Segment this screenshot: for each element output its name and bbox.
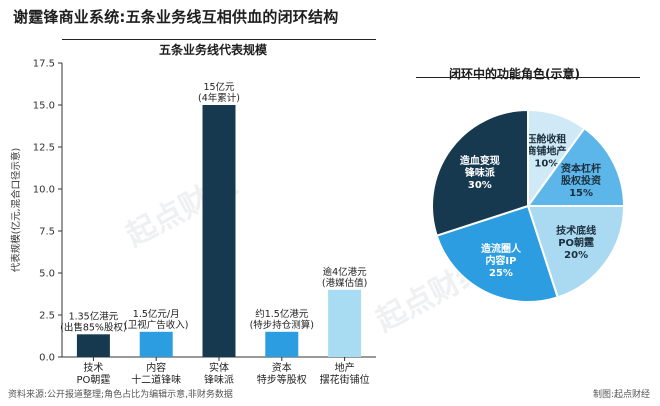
- bar: [76, 334, 110, 357]
- pie-slice-label: 压舱收租: [526, 132, 566, 145]
- pie-slice-percent: 15%: [569, 188, 593, 199]
- x-tick-label: PO朝霆: [76, 374, 110, 386]
- pie-slice-label: 锋味派: [465, 166, 496, 179]
- pie-slice-label: 造血变现: [460, 154, 500, 167]
- bar-chart-title: 五条业务线代表规模: [159, 43, 268, 57]
- y-tick-label: 0.0: [39, 353, 55, 364]
- pie-chart-title: 闭环中的功能角色(示意): [449, 67, 580, 81]
- pie-title-rule: [416, 77, 640, 78]
- x-tick-label: 地产: [335, 361, 355, 374]
- y-tick-label: 10.0: [33, 185, 55, 196]
- bar-title-rule: [62, 39, 376, 40]
- bar-annotation-note: (特步持仓测算): [250, 319, 314, 331]
- bar-annotation-note: (出售85%股权): [60, 321, 127, 333]
- x-tick-label: 锋味派: [204, 373, 234, 386]
- bar: [202, 105, 236, 357]
- bar-annotation-value: 逾4亿港元: [323, 266, 368, 278]
- bar-annotation-note: (卫视广告收入): [124, 319, 188, 331]
- bar-annotation-note: (港媒估值): [322, 277, 367, 289]
- y-tick-label: 12.5: [33, 143, 55, 154]
- pie-slice-label: 股权投资: [561, 174, 601, 187]
- bar: [328, 289, 362, 357]
- bar-annotation-value: 1.35亿港元: [69, 310, 119, 322]
- bar: [139, 331, 173, 357]
- pie-slice: [435, 204, 559, 303]
- x-tick-label: 技术: [83, 361, 103, 374]
- y-tick-label: 5.0: [39, 269, 55, 280]
- source-note: 资料来源:公开报道整理;角色占比为编辑示意,非财务数据: [8, 390, 233, 400]
- y-tick-label: 7.5: [39, 227, 55, 238]
- pie-slice-label: 内容IP: [485, 254, 516, 267]
- x-tick-label: 实体: [209, 361, 229, 374]
- x-tick-label: 资本: [272, 361, 292, 374]
- x-tick-label: 特步等股权: [257, 373, 307, 386]
- x-tick-label: 摆花街铺位: [320, 373, 370, 386]
- x-tick-label: 十二道锋味: [131, 373, 181, 386]
- y-axis-label: 代表规模(亿元,混合口径示意): [10, 148, 22, 272]
- y-tick-label: 15.0: [33, 101, 55, 112]
- pie-slice-percent: 25%: [489, 268, 513, 279]
- pie-slice-percent: 30%: [468, 180, 492, 191]
- pie-slice-label: PO朝霆: [558, 236, 594, 249]
- y-tick-label: 17.5: [33, 59, 55, 70]
- credit-note: 制图:起点财经: [592, 390, 650, 400]
- pie-slice-label: 商铺地产: [526, 144, 566, 157]
- page-title: 谢霆锋商业系统:五条业务线互相供血的闭环结构: [13, 8, 339, 26]
- pie-slice-label: 技术底线: [556, 224, 596, 237]
- pie-slice: [431, 108, 529, 237]
- y-tick-label: 2.5: [39, 311, 55, 322]
- bar: [265, 331, 299, 357]
- pie-slice: [526, 205, 626, 299]
- pie-slice-label: 造流圈人: [481, 242, 522, 255]
- pie-slice-percent: 10%: [534, 158, 558, 169]
- bar-annotation-note: (4年累计): [198, 92, 240, 104]
- pie-slice-percent: 20%: [564, 250, 588, 261]
- bar-annotation-value: 15亿元: [203, 81, 235, 93]
- x-tick-label: 内容: [146, 361, 166, 374]
- bar-annotation-value: 约1.5亿港元: [255, 308, 309, 320]
- bar-annotation-value: 1.5亿元/月: [133, 308, 180, 320]
- pie-slice: [526, 126, 626, 207]
- pie-slice-label: 资本杠杆: [561, 162, 601, 175]
